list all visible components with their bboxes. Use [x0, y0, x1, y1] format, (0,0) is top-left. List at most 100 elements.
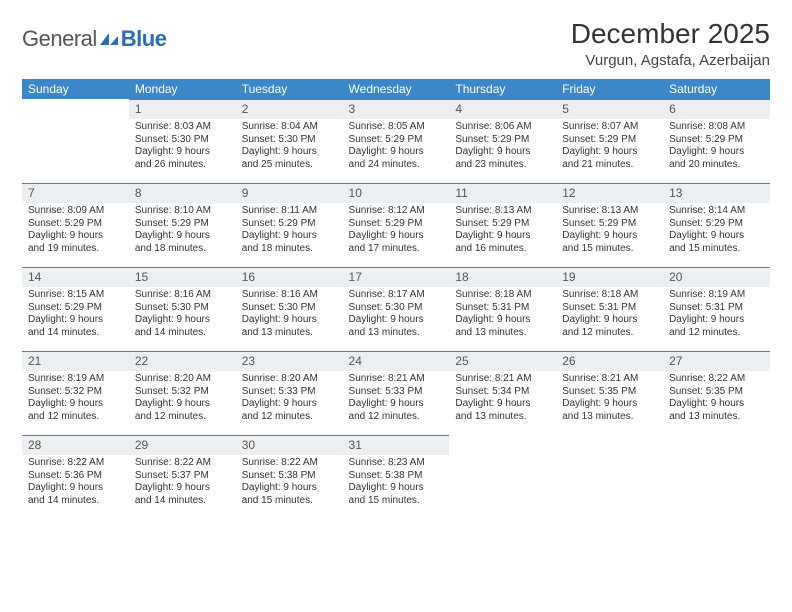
day-body: Sunrise: 8:14 AMSunset: 5:29 PMDaylight:…	[663, 203, 770, 259]
day-number: 17	[343, 267, 450, 287]
day-line: and 12 minutes.	[28, 411, 123, 424]
day-line: Daylight: 9 hours	[135, 230, 230, 243]
day-line: and 13 minutes.	[455, 327, 550, 340]
day-number: 31	[343, 435, 450, 455]
day-line: Daylight: 9 hours	[349, 314, 444, 327]
day-body: Sunrise: 8:23 AMSunset: 5:38 PMDaylight:…	[343, 455, 450, 511]
day-line: Sunset: 5:38 PM	[349, 470, 444, 483]
calendar-cell: 17Sunrise: 8:17 AMSunset: 5:30 PMDayligh…	[343, 267, 450, 351]
location-label: Vurgun, Agstafa, Azerbaijan	[571, 52, 770, 69]
day-body: Sunrise: 8:08 AMSunset: 5:29 PMDaylight:…	[663, 119, 770, 175]
day-line: and 15 minutes.	[562, 243, 657, 256]
day-line: and 25 minutes.	[242, 159, 337, 172]
day-body: Sunrise: 8:09 AMSunset: 5:29 PMDaylight:…	[22, 203, 129, 259]
day-line: Sunrise: 8:03 AM	[135, 121, 230, 134]
day-line: Daylight: 9 hours	[242, 398, 337, 411]
day-line: Sunrise: 8:05 AM	[349, 121, 444, 134]
day-body: Sunrise: 8:17 AMSunset: 5:30 PMDaylight:…	[343, 287, 450, 343]
day-line: and 16 minutes.	[455, 243, 550, 256]
day-line: Sunset: 5:35 PM	[669, 386, 764, 399]
calendar-cell: 16Sunrise: 8:16 AMSunset: 5:30 PMDayligh…	[236, 267, 343, 351]
day-body: Sunrise: 8:07 AMSunset: 5:29 PMDaylight:…	[556, 119, 663, 175]
calendar-cell: 6Sunrise: 8:08 AMSunset: 5:29 PMDaylight…	[663, 99, 770, 183]
col-header: Friday	[556, 79, 663, 99]
day-line: Sunrise: 8:22 AM	[135, 457, 230, 470]
day-line: and 18 minutes.	[242, 243, 337, 256]
day-body: Sunrise: 8:21 AMSunset: 5:35 PMDaylight:…	[556, 371, 663, 427]
day-line: and 14 minutes.	[28, 327, 123, 340]
day-line: Daylight: 9 hours	[669, 398, 764, 411]
day-line: Daylight: 9 hours	[349, 398, 444, 411]
brand-blue: Blue	[121, 26, 167, 52]
day-line: and 12 minutes.	[669, 327, 764, 340]
brand-general: General	[22, 26, 97, 52]
day-line: Sunset: 5:29 PM	[562, 134, 657, 147]
day-number: 9	[236, 183, 343, 203]
day-line: and 13 minutes.	[455, 411, 550, 424]
day-line: Sunrise: 8:12 AM	[349, 205, 444, 218]
day-line: Sunrise: 8:18 AM	[562, 289, 657, 302]
day-line: Daylight: 9 hours	[455, 146, 550, 159]
day-number: 26	[556, 351, 663, 371]
day-line: Sunrise: 8:21 AM	[349, 373, 444, 386]
sail-icon	[99, 32, 119, 46]
day-line: Sunrise: 8:22 AM	[28, 457, 123, 470]
day-line: Sunset: 5:36 PM	[28, 470, 123, 483]
day-number: 12	[556, 183, 663, 203]
day-line: Sunrise: 8:14 AM	[669, 205, 764, 218]
day-number: 2	[236, 99, 343, 119]
day-line: Daylight: 9 hours	[28, 482, 123, 495]
day-line: Sunset: 5:33 PM	[242, 386, 337, 399]
day-line: Daylight: 9 hours	[562, 398, 657, 411]
calendar-cell: 14Sunrise: 8:15 AMSunset: 5:29 PMDayligh…	[22, 267, 129, 351]
day-line: Daylight: 9 hours	[669, 230, 764, 243]
day-line: and 13 minutes.	[242, 327, 337, 340]
day-number: 1	[129, 99, 236, 119]
day-number: 15	[129, 267, 236, 287]
day-line: Sunset: 5:29 PM	[349, 218, 444, 231]
calendar-cell	[449, 435, 556, 519]
title-block: December 2025 Vurgun, Agstafa, Azerbaija…	[571, 18, 770, 69]
day-line: and 12 minutes.	[242, 411, 337, 424]
day-line: Sunrise: 8:21 AM	[562, 373, 657, 386]
col-header: Thursday	[449, 79, 556, 99]
day-line: and 12 minutes.	[562, 327, 657, 340]
day-body: Sunrise: 8:19 AMSunset: 5:32 PMDaylight:…	[22, 371, 129, 427]
day-line: Sunset: 5:37 PM	[135, 470, 230, 483]
calendar-cell: 19Sunrise: 8:18 AMSunset: 5:31 PMDayligh…	[556, 267, 663, 351]
day-number: 23	[236, 351, 343, 371]
day-body: Sunrise: 8:16 AMSunset: 5:30 PMDaylight:…	[236, 287, 343, 343]
calendar-cell	[663, 435, 770, 519]
day-line: Daylight: 9 hours	[28, 314, 123, 327]
day-body: Sunrise: 8:18 AMSunset: 5:31 PMDaylight:…	[556, 287, 663, 343]
day-line: Daylight: 9 hours	[135, 314, 230, 327]
day-line: Daylight: 9 hours	[242, 230, 337, 243]
day-line: Daylight: 9 hours	[455, 398, 550, 411]
col-header: Wednesday	[343, 79, 450, 99]
day-line: Daylight: 9 hours	[135, 482, 230, 495]
day-body: Sunrise: 8:03 AMSunset: 5:30 PMDaylight:…	[129, 119, 236, 175]
day-number: 16	[236, 267, 343, 287]
day-line: Sunrise: 8:16 AM	[242, 289, 337, 302]
day-body: Sunrise: 8:18 AMSunset: 5:31 PMDaylight:…	[449, 287, 556, 343]
calendar-cell: 25Sunrise: 8:21 AMSunset: 5:34 PMDayligh…	[449, 351, 556, 435]
day-body: Sunrise: 8:06 AMSunset: 5:29 PMDaylight:…	[449, 119, 556, 175]
day-line: Sunrise: 8:23 AM	[349, 457, 444, 470]
day-line: and 23 minutes.	[455, 159, 550, 172]
day-line: Sunrise: 8:06 AM	[455, 121, 550, 134]
day-line: Sunset: 5:38 PM	[242, 470, 337, 483]
day-line: Sunset: 5:30 PM	[135, 302, 230, 315]
day-number: 20	[663, 267, 770, 287]
calendar-cell: 30Sunrise: 8:22 AMSunset: 5:38 PMDayligh…	[236, 435, 343, 519]
col-header: Saturday	[663, 79, 770, 99]
day-line: Sunrise: 8:07 AM	[562, 121, 657, 134]
day-line: Daylight: 9 hours	[455, 230, 550, 243]
day-line: and 13 minutes.	[669, 411, 764, 424]
calendar-cell: 10Sunrise: 8:12 AMSunset: 5:29 PMDayligh…	[343, 183, 450, 267]
calendar-cell: 13Sunrise: 8:14 AMSunset: 5:29 PMDayligh…	[663, 183, 770, 267]
day-number: 19	[556, 267, 663, 287]
day-line: and 24 minutes.	[349, 159, 444, 172]
col-header: Sunday	[22, 79, 129, 99]
day-body: Sunrise: 8:13 AMSunset: 5:29 PMDaylight:…	[556, 203, 663, 259]
day-number: 30	[236, 435, 343, 455]
